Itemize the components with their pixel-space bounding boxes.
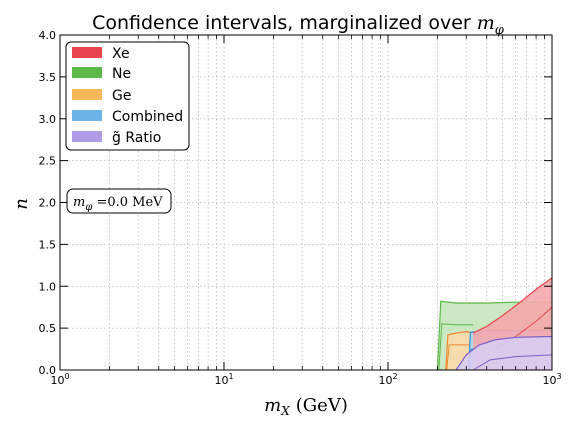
annotation-box: mφ =0.0 MeV xyxy=(66,188,172,214)
legend-swatch-g-ratio xyxy=(72,131,102,142)
legend-swatch-ge xyxy=(72,89,102,100)
legend-swatch-combined xyxy=(72,110,102,121)
x-tick-label: 102 xyxy=(378,372,397,387)
series-ne-inner-contour xyxy=(438,323,473,371)
y-axis-label: n xyxy=(11,198,32,210)
y-tick-label: 2.0 xyxy=(39,197,57,210)
series-g-ratio-outer-contour xyxy=(455,335,553,371)
x-axis-label: mX (GeV) xyxy=(264,395,348,418)
axis-ticks: 100 101 102 103 0.0 0.5 1.0 1.5 2.0 2.5 3.0 3.5 4.0 xyxy=(39,29,562,387)
legend-label-xe: Xe xyxy=(112,46,130,62)
legend-label-ge: Ge xyxy=(112,88,131,104)
data-series xyxy=(436,277,553,371)
x-tick-label: 101 xyxy=(214,372,233,387)
legend-label-combined: Combined xyxy=(112,109,183,125)
legend-swatch-ne xyxy=(72,67,102,78)
y-tick-label: 0.5 xyxy=(39,322,57,335)
y-tick-label: 2.5 xyxy=(39,155,57,168)
series-xe-outer-contour xyxy=(472,277,553,334)
legend-label-g-ratio: g̃ Ratio xyxy=(112,130,161,146)
chart-title: Confidence intervals, marginalized over … xyxy=(92,12,505,38)
y-tick-label: 3.0 xyxy=(39,113,57,126)
annotation-text: mφ =0.0 MeV xyxy=(73,195,163,213)
y-tick-label: 1.0 xyxy=(39,280,57,293)
y-tick-label: 1.5 xyxy=(39,238,57,251)
legend-label-ne: Ne xyxy=(112,66,131,82)
x-tick-label: 100 xyxy=(50,372,69,387)
y-tick-label: 0.0 xyxy=(39,364,57,377)
series-g-ratio-inner-contour xyxy=(472,354,553,371)
x-tick-label: 103 xyxy=(542,372,561,387)
legend: Xe Ne Ge Combined g̃ Ratio xyxy=(65,41,190,151)
y-tick-label: 3.5 xyxy=(39,71,57,84)
y-tick-label: 4.0 xyxy=(39,29,57,42)
annotation-frame xyxy=(66,188,172,214)
legend-swatch-xe xyxy=(72,47,102,58)
